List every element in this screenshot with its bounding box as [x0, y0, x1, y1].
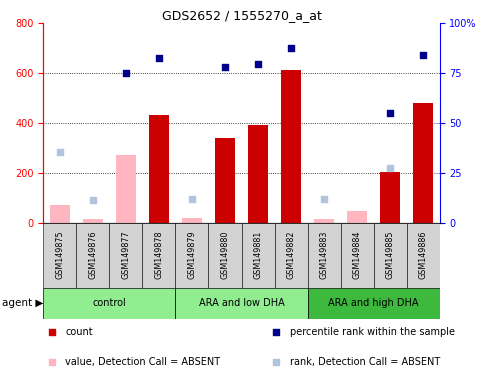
Point — [272, 329, 280, 335]
Text: GSM149877: GSM149877 — [122, 230, 130, 279]
Bar — [182, 218, 202, 223]
Text: agent ▶: agent ▶ — [2, 298, 44, 308]
Text: percentile rank within the sample: percentile rank within the sample — [290, 327, 455, 337]
Bar — [209, 223, 242, 288]
Bar — [274, 223, 308, 288]
Bar — [50, 205, 70, 223]
Text: GSM149881: GSM149881 — [254, 230, 262, 279]
Bar — [380, 172, 400, 223]
Point — [287, 45, 295, 51]
Bar — [175, 223, 209, 288]
Point — [254, 61, 262, 67]
Bar — [314, 219, 334, 223]
Bar — [76, 223, 110, 288]
Bar — [413, 103, 433, 223]
Text: GSM149882: GSM149882 — [286, 230, 296, 279]
Text: GSM149886: GSM149886 — [419, 230, 427, 279]
Text: GSM149883: GSM149883 — [320, 230, 328, 279]
Bar — [175, 288, 308, 319]
Bar — [308, 288, 440, 319]
Point — [320, 196, 328, 202]
Bar — [242, 223, 274, 288]
Bar — [116, 156, 136, 223]
Bar — [347, 212, 367, 223]
Text: ARA and low DHA: ARA and low DHA — [199, 298, 284, 308]
Text: rank, Detection Call = ABSENT: rank, Detection Call = ABSENT — [290, 358, 440, 367]
Text: GSM149880: GSM149880 — [221, 230, 229, 279]
Bar — [110, 223, 142, 288]
Text: value, Detection Call = ABSENT: value, Detection Call = ABSENT — [65, 358, 220, 367]
Bar — [308, 223, 341, 288]
Point — [48, 359, 56, 366]
Text: GSM149885: GSM149885 — [385, 230, 395, 279]
Bar — [83, 219, 103, 223]
Point — [48, 329, 56, 335]
Bar — [248, 125, 268, 223]
Text: GSM149878: GSM149878 — [155, 230, 163, 279]
Bar — [142, 223, 175, 288]
Point — [122, 70, 130, 76]
Text: GSM149884: GSM149884 — [353, 230, 361, 279]
Point — [56, 149, 64, 155]
Text: GSM149875: GSM149875 — [56, 230, 64, 279]
Bar — [149, 115, 169, 223]
Point — [89, 197, 97, 204]
Text: count: count — [65, 327, 93, 337]
Text: GSM149876: GSM149876 — [88, 230, 98, 279]
Bar — [281, 71, 301, 223]
Text: ARA and high DHA: ARA and high DHA — [328, 298, 419, 308]
Text: control: control — [93, 298, 127, 308]
Point — [419, 53, 427, 59]
Point — [188, 196, 196, 202]
Point — [386, 110, 394, 116]
Text: GSM149879: GSM149879 — [187, 230, 197, 279]
Point — [155, 55, 163, 61]
Point — [386, 165, 394, 171]
Bar — [43, 223, 76, 288]
Bar — [43, 288, 175, 319]
Bar — [407, 223, 440, 288]
Bar — [341, 223, 373, 288]
Title: GDS2652 / 1555270_a_at: GDS2652 / 1555270_a_at — [161, 9, 322, 22]
Bar — [215, 138, 235, 223]
Point — [221, 64, 229, 70]
Point — [272, 359, 280, 366]
Bar — [373, 223, 407, 288]
